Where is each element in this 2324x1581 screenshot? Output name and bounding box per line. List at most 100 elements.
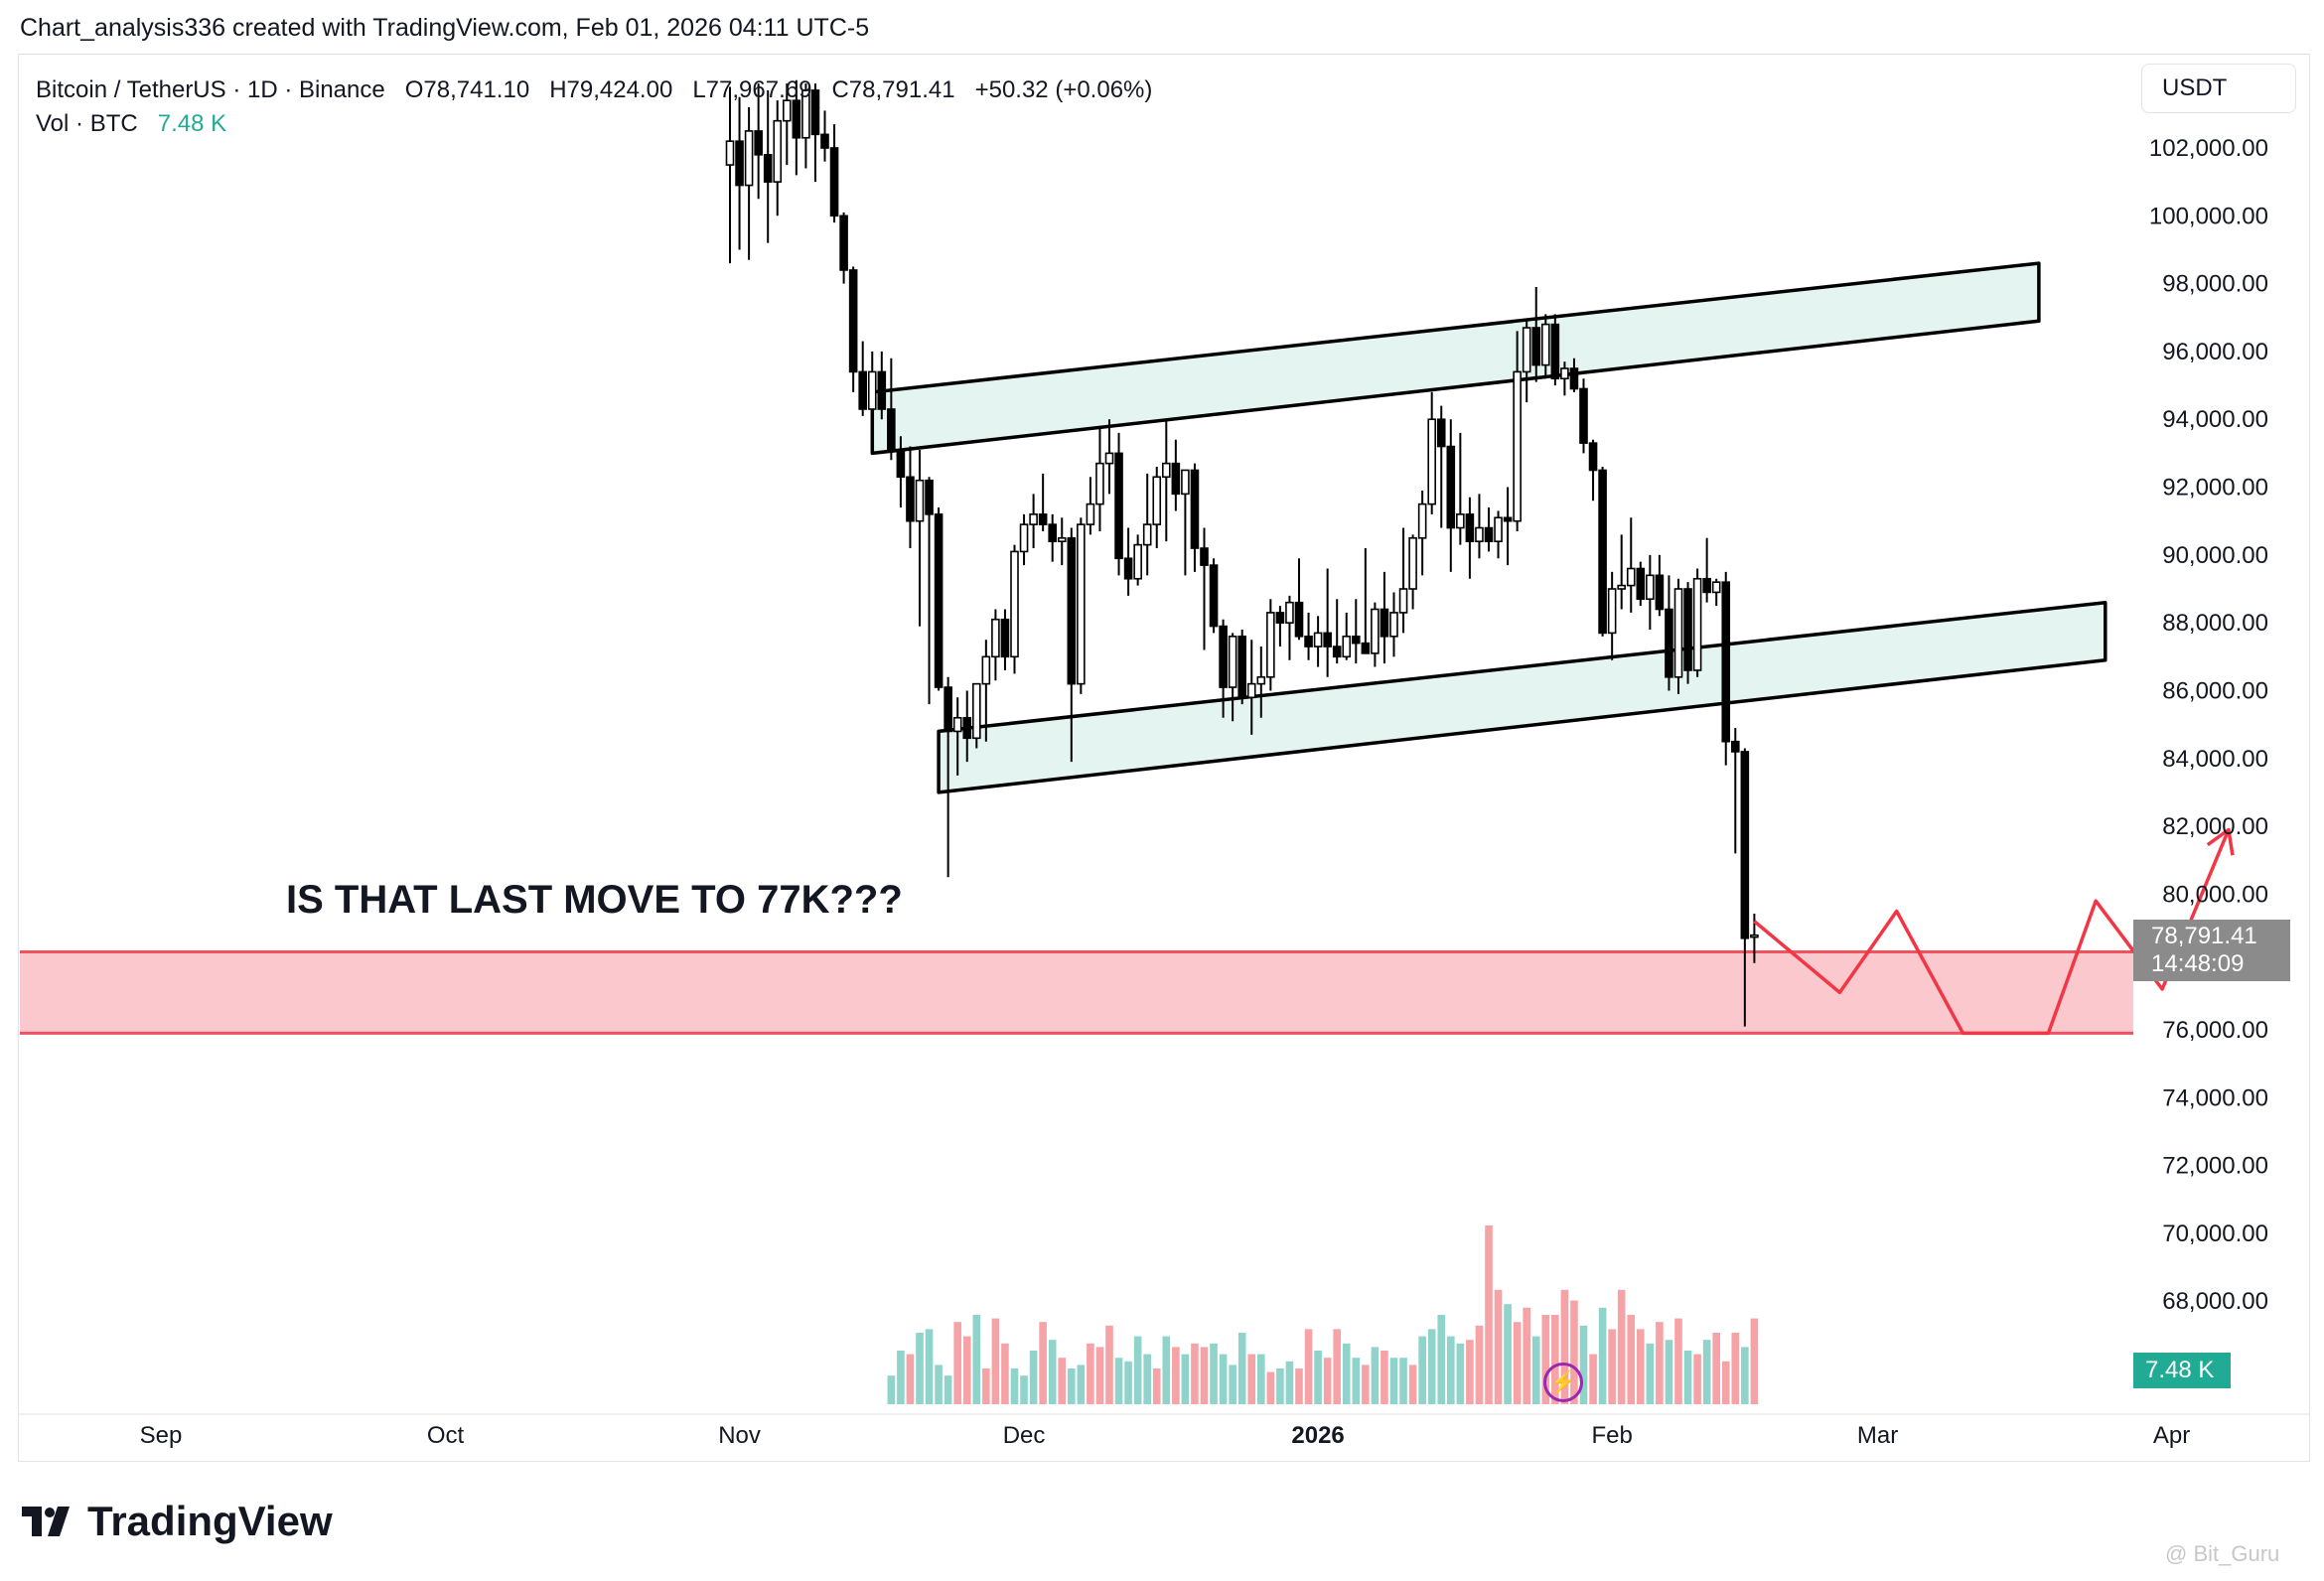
volume-bar bbox=[1210, 1343, 1218, 1404]
chart-credit: Chart_analysis336 created with TradingVi… bbox=[20, 14, 870, 42]
volume-bar bbox=[1172, 1347, 1180, 1404]
x-axis-label: Oct bbox=[427, 1422, 465, 1449]
candle-body bbox=[1332, 646, 1342, 658]
candle-body bbox=[1522, 327, 1531, 373]
legend-price-row: Bitcoin / TetherUS · 1D · Binance O78,74… bbox=[36, 73, 1152, 107]
candle-body bbox=[1200, 547, 1209, 566]
candle-body bbox=[1380, 608, 1389, 638]
volume-bar bbox=[1352, 1358, 1361, 1404]
candle-body bbox=[1275, 612, 1285, 624]
candle-body bbox=[1010, 550, 1019, 658]
candle-body bbox=[839, 215, 848, 271]
volume-bar bbox=[1191, 1343, 1199, 1404]
volume-bar bbox=[1077, 1365, 1086, 1404]
candle-body bbox=[1683, 588, 1692, 671]
candle-body bbox=[1114, 452, 1123, 560]
candle-body bbox=[820, 133, 829, 149]
candle-body bbox=[810, 89, 820, 136]
candle-body bbox=[971, 682, 981, 740]
candle-body bbox=[1123, 557, 1133, 580]
volume-bar bbox=[1039, 1322, 1047, 1404]
legend-open: O78,741.10 bbox=[404, 76, 530, 103]
candle-body bbox=[1142, 523, 1152, 546]
volume-bar bbox=[962, 1336, 971, 1404]
candle-body bbox=[1246, 682, 1256, 699]
candle-body bbox=[1389, 612, 1398, 638]
candle-body bbox=[1655, 574, 1665, 611]
tradingview-logo-text: TradingView bbox=[87, 1498, 333, 1544]
tradingview-logo-icon bbox=[22, 1507, 70, 1536]
volume-bar bbox=[925, 1329, 934, 1404]
volume-bar bbox=[1721, 1361, 1730, 1404]
last-price-badge: 78,791.41 14:48:09 bbox=[2133, 920, 2290, 981]
candle-body bbox=[1133, 543, 1142, 580]
x-axis-label: Dec bbox=[1003, 1422, 1046, 1449]
y-axis-label: 94,000.00 bbox=[2162, 406, 2268, 433]
candle-body bbox=[896, 449, 906, 479]
candle-body bbox=[1029, 513, 1038, 525]
volume-bar bbox=[1276, 1368, 1284, 1404]
candle-body bbox=[1095, 462, 1104, 505]
candle-body bbox=[1181, 469, 1190, 496]
volume-bar bbox=[1702, 1340, 1711, 1404]
volume-bar bbox=[1124, 1361, 1132, 1404]
x-axis-label: Sep bbox=[140, 1422, 183, 1449]
volume-bar bbox=[1010, 1368, 1019, 1404]
projection-arrowhead bbox=[2206, 827, 2235, 856]
candle-body bbox=[1048, 523, 1057, 542]
candle-body bbox=[1475, 526, 1484, 542]
symbol-name[interactable]: Bitcoin / TetherUS · 1D · Binance bbox=[36, 76, 385, 103]
bar-countdown: 14:48:09 bbox=[2151, 950, 2245, 977]
volume-label[interactable]: Vol · BTC bbox=[36, 110, 138, 137]
candle-body bbox=[1465, 513, 1475, 542]
lightning-icon[interactable]: ⚡ bbox=[1543, 1363, 1583, 1402]
y-axis-label: 76,000.00 bbox=[2162, 1017, 2268, 1044]
volume-bar bbox=[1560, 1289, 1569, 1404]
candle-body bbox=[867, 370, 877, 410]
volume-bar bbox=[1389, 1358, 1398, 1404]
volume-bar bbox=[1229, 1365, 1236, 1404]
candle-body bbox=[1541, 323, 1550, 366]
candle-body bbox=[1588, 442, 1598, 472]
candle-body bbox=[1436, 418, 1446, 448]
volume-bar bbox=[1523, 1307, 1530, 1404]
candle-body bbox=[1209, 564, 1219, 628]
volume-bar bbox=[1408, 1365, 1417, 1404]
candle-body bbox=[1646, 574, 1655, 601]
candle-body bbox=[1484, 526, 1494, 542]
volume-bar bbox=[991, 1318, 1000, 1404]
candle-body bbox=[1626, 567, 1636, 587]
volume-bar bbox=[1020, 1375, 1028, 1404]
tradingview-logo[interactable]: TradingView bbox=[22, 1498, 333, 1545]
volume-bar bbox=[1712, 1333, 1720, 1404]
candle-body bbox=[829, 147, 839, 217]
volume-bar bbox=[1143, 1354, 1151, 1404]
volume-bar bbox=[1741, 1347, 1749, 1404]
volume-bar bbox=[1362, 1365, 1370, 1404]
candle-body bbox=[1171, 462, 1181, 496]
volume-bar bbox=[1656, 1322, 1664, 1404]
candle-body bbox=[744, 130, 754, 187]
candle-body bbox=[1636, 567, 1646, 601]
candle-body bbox=[1294, 601, 1304, 638]
volume-bar bbox=[1418, 1336, 1426, 1404]
volume-bar bbox=[1598, 1307, 1607, 1404]
candle-body bbox=[848, 269, 858, 373]
candle-body bbox=[1038, 513, 1048, 525]
volume-bar bbox=[1551, 1315, 1559, 1404]
candle-body bbox=[1398, 588, 1408, 614]
candle-body bbox=[1342, 636, 1352, 658]
candle-body bbox=[1740, 751, 1750, 939]
y-axis-label: 80,000.00 bbox=[2162, 881, 2268, 908]
volume-bar bbox=[906, 1354, 915, 1404]
annotation-text: IS THAT LAST MOVE TO 77K??? bbox=[286, 878, 903, 922]
candle-body bbox=[877, 370, 887, 410]
currency-selector[interactable]: USDT bbox=[2141, 64, 2296, 113]
volume-bar bbox=[1001, 1343, 1009, 1404]
candle-body bbox=[1513, 370, 1522, 522]
candle-body bbox=[1550, 323, 1560, 380]
candle-body bbox=[952, 716, 962, 733]
candle-body bbox=[1494, 516, 1503, 542]
channel-upper-band bbox=[870, 261, 2041, 456]
